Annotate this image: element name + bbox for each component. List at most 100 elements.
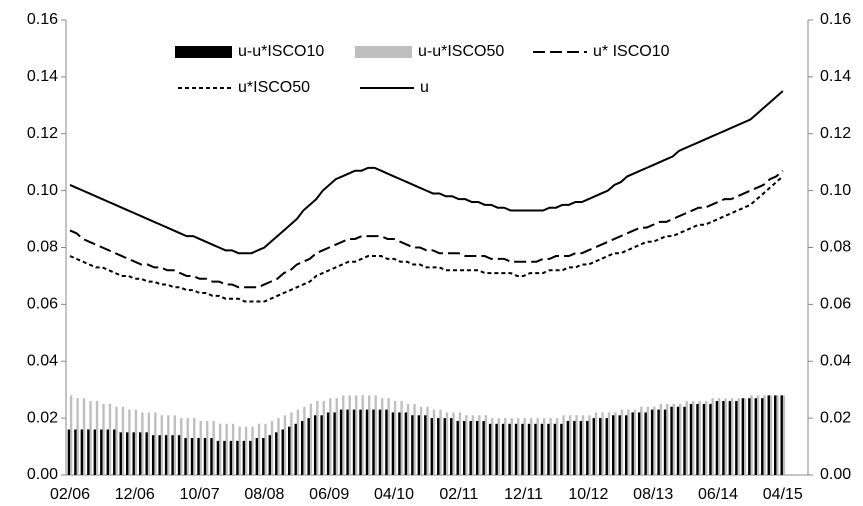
bar	[251, 426, 254, 475]
bar	[242, 440, 246, 475]
line	[69, 175, 784, 303]
bar	[657, 409, 660, 475]
bar	[517, 418, 520, 475]
bar	[504, 418, 507, 475]
bar	[417, 415, 421, 475]
bar	[67, 429, 71, 475]
bar	[529, 418, 533, 475]
y-tick-label: 0.02	[27, 409, 58, 426]
bar	[484, 415, 488, 475]
bar	[380, 398, 384, 475]
bar	[367, 395, 371, 475]
bar	[631, 412, 634, 475]
bar	[404, 412, 408, 475]
bar	[717, 398, 721, 475]
bar	[348, 395, 351, 475]
bar	[205, 420, 209, 475]
bar	[411, 415, 414, 475]
bar	[229, 440, 233, 475]
bar	[782, 395, 786, 475]
bar	[190, 438, 194, 475]
bar	[741, 398, 745, 475]
bar	[374, 395, 377, 475]
bar	[119, 432, 122, 475]
x-tick-label: 10/07	[180, 486, 220, 503]
bar	[586, 420, 589, 475]
bar	[488, 423, 492, 475]
bar	[599, 418, 602, 475]
x-tick-label: 08/08	[244, 486, 284, 503]
bar	[482, 420, 485, 475]
bar	[290, 412, 293, 475]
bar	[601, 412, 604, 475]
bar	[430, 418, 433, 475]
bar	[579, 420, 583, 475]
bar	[80, 429, 84, 475]
y2-tick-label: 0.16	[820, 11, 851, 28]
bar	[361, 395, 364, 475]
bar	[735, 401, 738, 475]
bar	[346, 409, 349, 475]
bar	[646, 406, 650, 475]
bar	[352, 409, 356, 475]
bar	[294, 423, 297, 475]
bar	[497, 418, 500, 475]
bar	[553, 423, 557, 475]
bar	[780, 395, 783, 475]
bar	[439, 409, 442, 475]
bar	[722, 401, 725, 475]
bar	[372, 409, 375, 475]
bar	[437, 418, 440, 475]
bar	[523, 418, 526, 475]
bar	[316, 401, 319, 475]
bar	[387, 398, 390, 475]
bar	[342, 395, 345, 475]
bar	[475, 420, 479, 475]
bar	[547, 423, 550, 475]
y2-tick-label: 0.02	[820, 409, 851, 426]
y-tick-label: 0.00	[27, 466, 58, 483]
bar	[754, 398, 757, 475]
y-tick-label: 0.08	[27, 239, 58, 256]
bar	[640, 406, 643, 475]
bar	[115, 406, 118, 475]
bar	[549, 418, 552, 475]
bar	[167, 415, 170, 475]
bar	[471, 415, 475, 475]
bar	[339, 409, 343, 475]
bar	[154, 412, 157, 475]
bar	[659, 403, 662, 475]
bar	[419, 406, 423, 475]
bar	[300, 420, 304, 475]
bar	[184, 438, 187, 475]
bar	[633, 409, 637, 475]
bar	[730, 398, 734, 475]
x-tick-label: 08/13	[633, 486, 673, 503]
bar	[728, 401, 732, 475]
bar	[180, 418, 183, 475]
bar	[102, 403, 105, 475]
legend-swatch	[175, 46, 232, 58]
bar	[264, 423, 267, 475]
bar	[128, 409, 131, 475]
bar	[106, 429, 109, 475]
bar	[307, 418, 310, 475]
bar	[650, 409, 654, 475]
bar	[313, 415, 317, 475]
bar	[542, 418, 546, 475]
y2-tick-label: 0.12	[820, 125, 851, 142]
bar	[573, 420, 576, 475]
y2-tick-label: 0.06	[820, 296, 851, 313]
bar	[74, 429, 77, 475]
bar	[398, 412, 401, 475]
bar	[501, 423, 505, 475]
legend-label: u-u*ISCO50	[418, 43, 504, 60]
bar	[203, 438, 207, 475]
bar	[244, 426, 248, 475]
bar	[296, 409, 300, 475]
bar	[238, 426, 241, 475]
bar	[113, 429, 116, 475]
bar	[672, 403, 675, 475]
bar	[391, 412, 395, 475]
bar	[385, 409, 388, 475]
